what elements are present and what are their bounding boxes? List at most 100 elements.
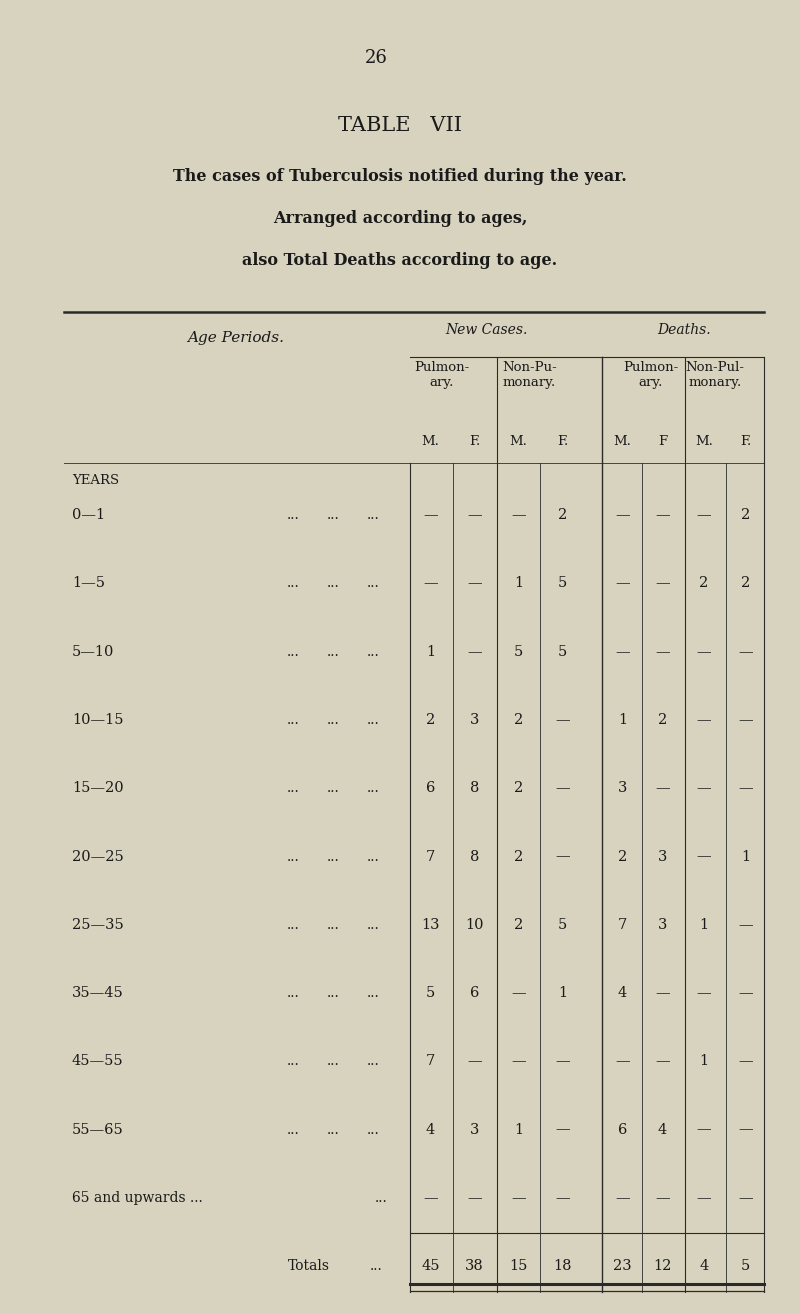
Text: 13: 13	[421, 918, 440, 932]
Text: —: —	[555, 850, 570, 864]
Text: 55—65: 55—65	[72, 1123, 124, 1137]
Text: —: —	[738, 1123, 753, 1137]
Text: —: —	[511, 1054, 526, 1069]
Text: 3: 3	[658, 850, 667, 864]
Text: 1: 1	[741, 850, 750, 864]
Text: ...: ...	[366, 508, 379, 523]
Text: ...: ...	[326, 986, 339, 1001]
Text: The cases of Tuberculosis notified during the year.: The cases of Tuberculosis notified durin…	[173, 168, 627, 185]
Text: 20—25: 20—25	[72, 850, 124, 864]
Text: 2: 2	[514, 781, 523, 796]
Text: 45: 45	[421, 1259, 440, 1274]
Text: ...: ...	[326, 781, 339, 796]
Text: 6: 6	[470, 986, 479, 1001]
Text: F.: F.	[557, 435, 568, 448]
Text: 5—10: 5—10	[72, 645, 114, 659]
Text: ...: ...	[286, 781, 299, 796]
Text: 6: 6	[426, 781, 435, 796]
Text: —: —	[655, 645, 670, 659]
Text: ...: ...	[366, 781, 379, 796]
Text: 12: 12	[654, 1259, 671, 1274]
Text: ...: ...	[366, 918, 379, 932]
Text: ...: ...	[286, 713, 299, 727]
Text: —: —	[697, 645, 711, 659]
Text: —: —	[511, 508, 526, 523]
Text: 2: 2	[618, 850, 627, 864]
Text: 7: 7	[618, 918, 627, 932]
Text: M.: M.	[614, 435, 631, 448]
Text: ...: ...	[286, 1054, 299, 1069]
Text: 1: 1	[699, 1054, 709, 1069]
Text: ...: ...	[286, 645, 299, 659]
Text: 3: 3	[658, 918, 667, 932]
Text: —: —	[467, 1191, 482, 1205]
Text: —: —	[423, 1191, 438, 1205]
Text: 45—55: 45—55	[72, 1054, 124, 1069]
Text: 0—1: 0—1	[72, 508, 105, 523]
Text: —: —	[697, 713, 711, 727]
Text: —: —	[555, 781, 570, 796]
Text: —: —	[615, 508, 630, 523]
Text: 25—35: 25—35	[72, 918, 124, 932]
Text: 23: 23	[613, 1259, 632, 1274]
Text: ...: ...	[286, 986, 299, 1001]
Text: Pulmon-
ary.: Pulmon- ary.	[622, 361, 678, 389]
Text: 18: 18	[553, 1259, 572, 1274]
Text: ...: ...	[366, 1123, 379, 1137]
Text: —: —	[555, 713, 570, 727]
Text: —: —	[555, 1123, 570, 1137]
Text: —: —	[467, 1054, 482, 1069]
Text: —: —	[738, 781, 753, 796]
Text: Age Periods.: Age Periods.	[187, 331, 285, 345]
Text: —: —	[555, 1191, 570, 1205]
Text: —: —	[615, 1191, 630, 1205]
Text: 3: 3	[470, 713, 479, 727]
Text: ...: ...	[286, 576, 299, 591]
Text: ...: ...	[366, 713, 379, 727]
Text: —: —	[697, 508, 711, 523]
Text: 2: 2	[741, 508, 750, 523]
Text: Non-Pul-
monary.: Non-Pul- monary.	[686, 361, 745, 389]
Text: ...: ...	[326, 1054, 339, 1069]
Text: 38: 38	[465, 1259, 484, 1274]
Text: —: —	[697, 1191, 711, 1205]
Text: 7: 7	[426, 1054, 435, 1069]
Text: —: —	[738, 645, 753, 659]
Text: —: —	[697, 1123, 711, 1137]
Text: 10: 10	[465, 918, 484, 932]
Text: ...: ...	[370, 1259, 382, 1274]
Text: —: —	[615, 645, 630, 659]
Text: —: —	[697, 986, 711, 1001]
Text: 2: 2	[558, 508, 567, 523]
Text: 15: 15	[510, 1259, 527, 1274]
Text: 5: 5	[558, 576, 567, 591]
Text: ...: ...	[326, 1123, 339, 1137]
Text: M.: M.	[510, 435, 527, 448]
Text: 1: 1	[514, 576, 523, 591]
Text: Arranged according to ages,: Arranged according to ages,	[273, 210, 527, 227]
Text: 1: 1	[618, 713, 627, 727]
Text: ...: ...	[286, 850, 299, 864]
Text: —: —	[615, 1054, 630, 1069]
Text: —: —	[467, 508, 482, 523]
Text: 10—15: 10—15	[72, 713, 123, 727]
Text: 4: 4	[618, 986, 627, 1001]
Text: ...: ...	[326, 508, 339, 523]
Text: also Total Deaths according to age.: also Total Deaths according to age.	[242, 252, 558, 269]
Text: 8: 8	[470, 850, 479, 864]
Text: —: —	[655, 986, 670, 1001]
Text: F.: F.	[469, 435, 480, 448]
Text: —: —	[655, 1054, 670, 1069]
Text: 2: 2	[514, 850, 523, 864]
Text: 4: 4	[658, 1123, 667, 1137]
Text: —: —	[738, 986, 753, 1001]
Text: F.: F.	[740, 435, 751, 448]
Text: ...: ...	[326, 850, 339, 864]
Text: Pulmon-
ary.: Pulmon- ary.	[414, 361, 470, 389]
Text: 3: 3	[618, 781, 627, 796]
Text: 6: 6	[618, 1123, 627, 1137]
Text: ...: ...	[326, 645, 339, 659]
Text: 2: 2	[514, 713, 523, 727]
Text: 2: 2	[426, 713, 435, 727]
Text: 1: 1	[426, 645, 435, 659]
